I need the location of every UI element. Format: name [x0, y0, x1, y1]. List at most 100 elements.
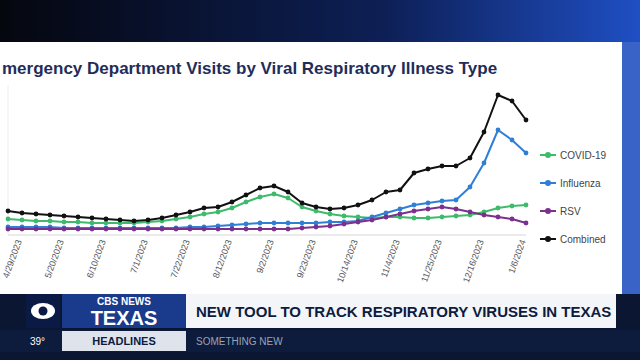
series-point: [188, 227, 193, 232]
ticker-bar: [0, 330, 640, 352]
series-point: [174, 226, 179, 231]
series-point: [174, 227, 179, 232]
series-point: [34, 227, 39, 232]
series-point: [188, 210, 193, 215]
series-point: [510, 217, 515, 222]
series-point: [300, 226, 305, 231]
x-tick-label: 9/23/2023: [295, 238, 318, 279]
series-point: [272, 227, 277, 232]
series-point: [160, 226, 165, 231]
x-tick-label: 10/14/2023: [335, 238, 360, 284]
segment-box: [62, 331, 186, 351]
series-point: [454, 198, 459, 203]
series-point: [524, 118, 529, 123]
top-band: [0, 0, 640, 42]
series-point: [384, 215, 389, 220]
series-point: [510, 138, 515, 143]
legend-label: Influenza: [560, 178, 601, 189]
series-point: [244, 200, 249, 205]
legend-marker: [545, 208, 551, 214]
series-point: [328, 224, 333, 229]
series-point: [286, 190, 291, 195]
series-point: [454, 207, 459, 212]
series-point: [62, 214, 67, 219]
series-point: [104, 217, 109, 222]
slide: [0, 42, 640, 294]
series-point: [48, 227, 53, 232]
series-point: [6, 217, 11, 222]
series-point: [90, 216, 95, 221]
series-point: [20, 211, 25, 216]
network-region: TEXAS: [91, 307, 158, 329]
series-point: [20, 227, 25, 232]
segment: HEADLINES: [92, 335, 156, 347]
series-line: [8, 95, 526, 221]
series-point: [202, 227, 207, 232]
series-point: [412, 209, 417, 214]
series-point: [454, 164, 459, 169]
lower-third-bg: [0, 294, 640, 360]
series-point: [258, 186, 263, 191]
series-point: [272, 192, 277, 197]
series-point: [202, 212, 207, 217]
series-point: [510, 99, 515, 104]
series-point: [76, 227, 81, 232]
series-point: [426, 201, 431, 206]
series-point: [258, 221, 263, 226]
series-point: [440, 205, 445, 210]
x-tick-label: 11/25/2023: [419, 238, 444, 283]
series-point: [216, 210, 221, 215]
series-point: [230, 206, 235, 211]
series-point: [384, 215, 389, 220]
series-point: [6, 209, 11, 214]
series-point: [328, 207, 333, 212]
page: mergency Department Visits by Viral Resp…: [0, 0, 640, 360]
series-point: [454, 214, 459, 219]
series-line: [8, 130, 526, 228]
series-point: [160, 216, 165, 221]
series-point: [412, 171, 417, 176]
series-point: [34, 219, 39, 224]
chart-title: mergency Department Visits by Viral Resp…: [2, 59, 497, 78]
series-point: [286, 196, 291, 201]
series-point: [118, 218, 123, 223]
series-point: [440, 199, 445, 204]
series-point: [272, 184, 277, 189]
series-point: [174, 213, 179, 218]
series-point: [370, 198, 375, 203]
series-point: [468, 185, 473, 190]
series-point: [132, 227, 137, 232]
series-point: [468, 156, 473, 161]
series-point: [328, 212, 333, 217]
x-tick-label: 8/12/2023: [211, 238, 234, 279]
series-point: [342, 206, 347, 211]
legend-label: RSV: [560, 206, 581, 217]
series-point: [300, 201, 305, 206]
series-point: [230, 200, 235, 205]
ticker: SOMETHING NEW: [196, 336, 283, 347]
series-point: [356, 219, 361, 224]
series-point: [286, 221, 291, 226]
series-point: [62, 220, 67, 225]
series-point: [104, 227, 109, 232]
series-point: [426, 207, 431, 212]
series-point: [230, 227, 235, 232]
series-point: [342, 222, 347, 227]
series-point: [524, 221, 529, 226]
series-point: [258, 227, 263, 232]
series-point: [356, 203, 361, 208]
series-point: [272, 221, 277, 226]
station-logo-eye: [31, 303, 55, 319]
series-point: [132, 219, 137, 224]
x-tick-label: 5/20/2023: [43, 238, 66, 279]
series-point: [244, 227, 249, 232]
series-point: [356, 220, 361, 225]
series-point: [146, 227, 151, 232]
series-point: [398, 212, 403, 217]
temperature: 39°: [30, 336, 45, 347]
series-point: [20, 218, 25, 223]
x-tick-label: 4/29/2023: [1, 238, 24, 279]
x-tick-label: 11/4/2023: [379, 238, 402, 278]
x-tick-label: 12/16/2023: [461, 238, 486, 284]
series-point: [104, 226, 109, 231]
